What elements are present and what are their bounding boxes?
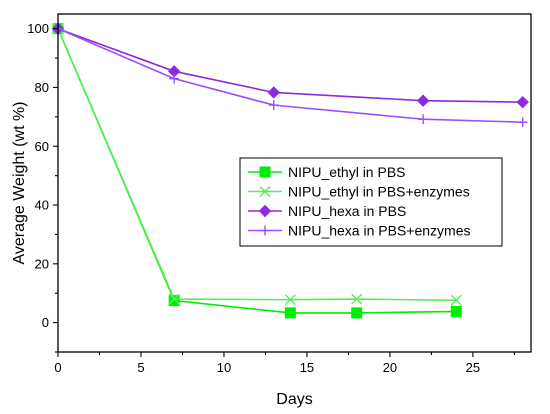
series-2: [51, 22, 529, 109]
legend-label: NIPU_hexa in PBS: [288, 203, 406, 219]
x-tick-label: 10: [217, 360, 231, 375]
x-axis-title: Days: [276, 391, 312, 408]
data-point: [268, 100, 279, 111]
x-tick-label: 25: [466, 360, 480, 375]
data-point: [168, 295, 180, 307]
data-point: [168, 293, 180, 305]
series-line: [57, 27, 523, 123]
legend-marker: [258, 204, 272, 218]
legend-label: NIPU_hexa in PBS+enzymes: [288, 223, 470, 239]
data-point: [450, 305, 462, 317]
data-point: [351, 293, 363, 305]
data-point: [284, 307, 296, 319]
y-tick-label: 0: [42, 315, 49, 330]
y-tick-label: 40: [35, 198, 49, 213]
x-tick-label: 15: [300, 360, 314, 375]
data-point: [351, 307, 363, 319]
x-tick-label: 20: [383, 360, 397, 375]
data-point: [418, 114, 429, 125]
x-tick-label: 5: [137, 360, 144, 375]
legend-entry: NIPU_hexa in PBS+enzymes: [248, 223, 470, 239]
y-tick-label: 80: [35, 80, 49, 95]
plot-frame: [57, 13, 532, 353]
data-point: [416, 94, 430, 107]
data-point: [450, 294, 462, 306]
legend-label: NIPU_ethyl in PBS+enzymes: [288, 184, 470, 200]
axes: 0 5 10 15 20 25 0 20 40 60 80 100: [27, 13, 532, 375]
series-line: [57, 27, 523, 103]
legend-entry: NIPU_hexa in PBS: [248, 203, 406, 219]
legend-entry: NIPU_ethyl in PBS: [248, 164, 406, 180]
legend-marker: [259, 186, 271, 197]
legend: NIPU_ethyl in PBS NIPU_ethyl in PBS+enzym…: [239, 157, 503, 247]
data-point: [267, 86, 280, 99]
data-point: [169, 73, 180, 84]
x-tick-label: 0: [54, 360, 61, 375]
y-axis-title: Average Weight (wt %): [11, 101, 28, 264]
legend-marker: [259, 166, 271, 178]
data-point: [284, 294, 296, 306]
data-point: [516, 95, 529, 109]
y-tick-label: 60: [35, 139, 49, 154]
legend-label: NIPU_ethyl in PBS: [288, 164, 406, 180]
y-tick-label: 100: [27, 21, 49, 36]
y-tick-label: 20: [35, 256, 49, 271]
legend-box: [239, 157, 503, 247]
data-point: [517, 117, 528, 128]
plot-area: [51, 22, 529, 319]
legend-entry: NIPU_ethyl in PBS+enzymes: [248, 184, 470, 200]
series-1: [52, 23, 462, 306]
legend-marker: [260, 225, 270, 236]
series-3: [53, 23, 528, 128]
